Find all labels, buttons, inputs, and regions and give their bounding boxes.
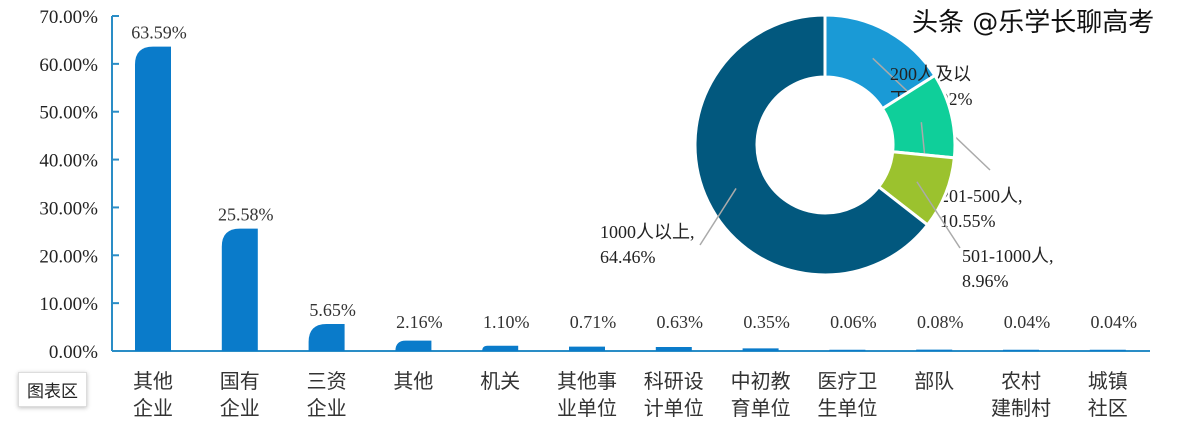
slice-label: 1000人以上, (600, 222, 695, 242)
slice-label: 201-500人, (940, 186, 1023, 206)
data-label: 0.04% (1091, 312, 1138, 332)
leader-line (699, 188, 737, 246)
data-label: 1.10% (483, 312, 530, 332)
category-label: 其他 (133, 369, 173, 393)
category-label: 其他事 (557, 369, 617, 393)
category-label: 其他 (393, 369, 433, 393)
slice-label: 501-1000人, (962, 246, 1054, 266)
category-label: 农村 (1001, 369, 1041, 393)
category-label: 社区 (1088, 396, 1128, 420)
category-label: 国有 (220, 369, 260, 393)
category-label: 医疗卫 (817, 369, 877, 393)
category-label: 生单位 (817, 396, 877, 420)
bar (221, 228, 258, 351)
data-label: 0.71% (570, 312, 617, 332)
data-label: 2.16% (396, 312, 443, 332)
y-tick-label: 0.00% (49, 342, 98, 363)
bar (829, 349, 866, 351)
bar (1003, 349, 1039, 351)
bar (655, 346, 692, 351)
category-label: 业单位 (557, 396, 617, 420)
watermark: 头条 @乐学长聊高考 (912, 8, 1155, 38)
leader-line (916, 181, 961, 249)
category-label: 城镇 (1088, 369, 1128, 393)
data-label: 0.63% (657, 312, 704, 332)
bar (916, 349, 953, 351)
slice-label: 10.55% (940, 211, 996, 231)
data-label: 0.04% (1004, 312, 1051, 332)
slice-label: 64.46% (600, 247, 656, 267)
category-label: 企业 (133, 396, 173, 420)
y-tick-label: 30.00% (39, 198, 98, 219)
category-label: 科研设 (644, 369, 704, 393)
data-label: 0.08% (917, 312, 964, 332)
data-label: 5.65% (309, 300, 356, 320)
bar (395, 340, 432, 351)
bar (482, 345, 519, 351)
y-tick-label: 10.00% (39, 294, 98, 315)
slice-label: 200人及以 (890, 64, 971, 84)
y-tick-label: 20.00% (39, 246, 98, 267)
data-label: 25.58% (218, 205, 274, 225)
bar (308, 323, 345, 351)
donut-slice (693, 13, 930, 277)
y-tick-label: 60.00% (39, 55, 98, 76)
category-label: 机关 (480, 369, 520, 393)
chart-area-tooltip: 图表区 (18, 372, 87, 407)
bar (569, 346, 605, 351)
data-label: 63.59% (131, 23, 187, 43)
y-tick-label: 40.00% (39, 151, 98, 172)
bar (135, 46, 171, 352)
y-tick-label: 50.00% (39, 103, 98, 124)
category-label: 企业 (220, 396, 260, 420)
bar (1089, 349, 1126, 351)
data-label: 0.06% (830, 312, 877, 332)
category-label: 建制村 (991, 396, 1051, 420)
data-label: 0.35% (743, 312, 790, 332)
bar (742, 348, 779, 351)
category-label: 育单位 (731, 396, 791, 420)
slice-label: 8.96% (962, 271, 1009, 291)
category-label: 企业 (307, 396, 347, 420)
category-label: 部队 (914, 369, 954, 393)
category-label: 三资 (307, 369, 347, 393)
y-tick-label: 70.00% (39, 7, 98, 28)
category-label: 计单位 (644, 396, 704, 420)
category-label: 中初教 (731, 369, 791, 393)
